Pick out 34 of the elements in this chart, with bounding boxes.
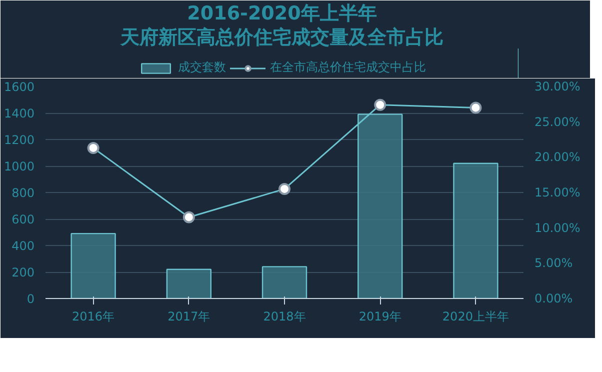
y2-tick-label: 15.00% [534,186,580,200]
point [182,211,195,224]
y-tick-label: 800 [12,186,34,200]
chart-subtitle: 天府新区高总价住宅成交量及全市占比 [120,26,444,48]
y-tick-label: 600 [12,212,34,226]
y-tick-label: 0 [26,292,35,306]
bar [453,162,498,298]
y-tick-label: 400 [12,239,34,253]
point [374,98,386,111]
bar [166,268,212,298]
y2-tick-label: 0.00% [534,292,573,306]
y2-tick-label: 10.00% [534,220,580,235]
y-tick-label: 1200 [4,133,35,147]
x-tick-label: 2018年 [263,310,306,324]
legend-label: 在全市高总价住宅成交中占比 [270,59,426,76]
y2-tick-label: 20.00% [534,150,580,164]
point [87,142,100,154]
point [278,182,290,195]
y-tick-label: 1600 [4,80,35,94]
y-tick-label: 1400 [4,106,35,120]
y2-tick-label: 30.00% [534,80,580,94]
y-tick-label: 1000 [4,160,35,174]
point [470,102,482,114]
bar [70,232,116,298]
bar [262,266,308,298]
legend-label: 成交套数 [178,59,226,76]
x-tick-label: 2017年 [168,310,210,324]
y-tick-label: 200 [12,266,34,280]
y2-tick-label: 25.00% [534,114,580,129]
x-tick-label: 2020上半年 [442,310,509,324]
chart-title: 2016-2020年上半年 [187,2,377,24]
x-tick-label: 2019年 [358,310,402,324]
x-tick-label: 2016年 [72,310,115,324]
y2-tick-label: 5.00% [534,256,573,270]
